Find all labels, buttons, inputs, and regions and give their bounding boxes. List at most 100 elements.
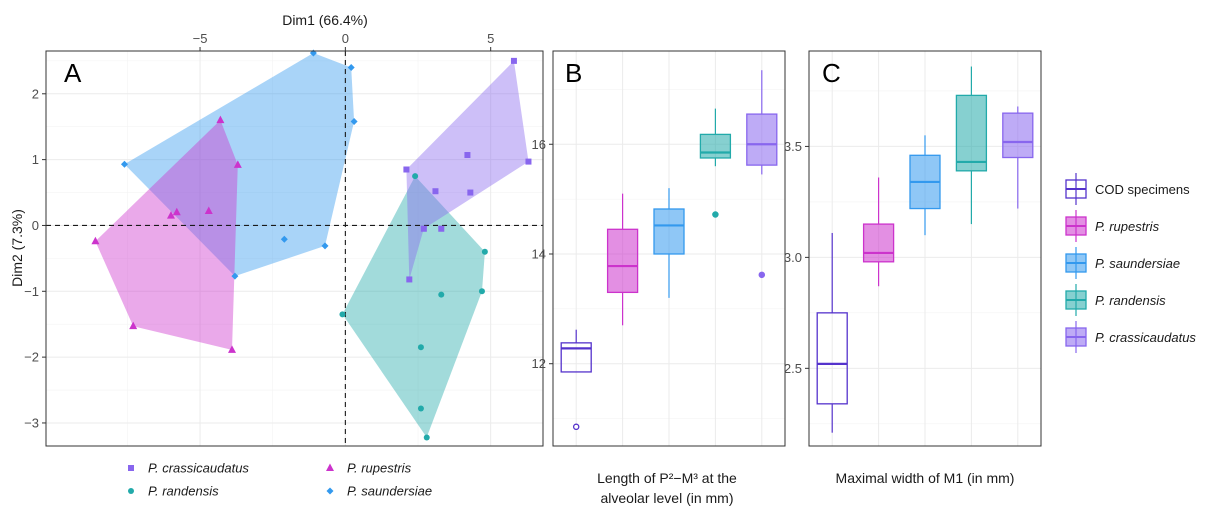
box-body (699, 133, 732, 159)
hull-crassicaudatus (406, 60, 529, 280)
legend-item-randensis: P. randensis (1065, 284, 1166, 316)
panel-a-points (91, 49, 532, 441)
panel-b-boxes (560, 70, 778, 431)
y-tick-label: −1 (24, 284, 39, 299)
hull-rupestris (95, 120, 238, 350)
point-rupestris (216, 115, 225, 124)
panel-a-reference-lines (46, 51, 543, 446)
panel-c-letter: C (822, 58, 841, 88)
point-saundersiae (347, 63, 355, 71)
point-randensis (438, 291, 445, 298)
panel-a-y-ticks: 2 1 0 −1 −2 −3 (24, 86, 46, 430)
point-rupestris (172, 207, 181, 216)
panel-c-boxes (816, 66, 1034, 433)
point-rupestris (204, 206, 213, 214)
panel-a: Dim1 (66.4%) −5 0 5 210−1−2−3 Dim2 (7.3%) … (9, 12, 544, 499)
y-tick-label: −3 (24, 415, 39, 430)
point-rupestris (166, 211, 175, 219)
point-rupestris (91, 236, 100, 245)
y-tick-label: 2.5 (784, 361, 802, 376)
x-tick-label: 0 (342, 31, 349, 46)
point-crassicaudatus (464, 152, 471, 159)
y-tick-label: 16 (532, 137, 546, 152)
box-body (606, 228, 639, 294)
panel-a-grid (46, 51, 543, 446)
box-randensis (955, 66, 988, 225)
outlier-point (758, 271, 766, 279)
box-randensis (699, 108, 732, 218)
point-randensis (423, 434, 430, 441)
x-tick-label: 5 (487, 31, 494, 46)
outlier-point (712, 211, 719, 218)
point-crassicaudatus (403, 166, 410, 173)
panel-c-border (808, 50, 1042, 447)
box-saundersiae (909, 135, 941, 236)
box-cod (816, 232, 848, 433)
point-rupestris (129, 321, 138, 330)
panel-b-y-ticks: 12 14 16 (532, 137, 553, 371)
legend-item-saundersiae: P. saundersiae (1065, 247, 1180, 279)
box-rupestris (862, 177, 895, 287)
panel-a-border (45, 50, 544, 447)
panel-c: 2.5 3.0 3.5 C Maximal width of M1 (in mm) (784, 50, 1042, 486)
box-body (560, 342, 592, 373)
panel-b-letter: B (565, 58, 582, 88)
point-saundersiae (280, 235, 288, 243)
legend-label-cod: COD specimens (1095, 182, 1190, 197)
legend-label-rupestris: P. rupestris (347, 461, 412, 476)
y-tick-label: −2 (24, 350, 39, 365)
hull-randensis (342, 176, 485, 438)
panel-a-legend: P. crassicaudatus P. rupestris P. randensi… (128, 461, 432, 499)
panel-c-xlabel: Maximal width of M1 (in mm) (836, 470, 1015, 486)
panel-a-letter: A (64, 58, 82, 88)
legend-label-saundersiae: P. saundersiae (1095, 256, 1180, 271)
outlier-point (572, 423, 580, 431)
box-body (955, 94, 988, 172)
point-saundersiae (321, 242, 329, 250)
y-tick-label: 12 (532, 356, 546, 371)
point-crassicaudatus (432, 188, 439, 195)
point-randensis (417, 405, 424, 412)
box-body (816, 312, 848, 405)
point-saundersiae (120, 160, 128, 168)
point-crassicaudatus (525, 158, 532, 165)
legend-item-rupestris: P. rupestris (1065, 210, 1160, 242)
point-randensis (339, 311, 346, 318)
point-crassicaudatus (420, 225, 427, 232)
y-tick-label: 2 (32, 86, 39, 101)
panel-b-border (552, 50, 786, 447)
box-rupestris (606, 193, 639, 326)
y-tick-label: 3.5 (784, 139, 802, 154)
point-crassicaudatus (438, 225, 445, 232)
legend-key-randensis (128, 488, 134, 494)
box-body (746, 113, 778, 166)
point-randensis (478, 288, 485, 295)
legend-key-rupestris (326, 463, 334, 471)
box-legend: COD specimens P. rupestris P. saundersiae P… (1065, 173, 1196, 353)
legend-label-randensis: P. randensis (148, 484, 219, 499)
box-body (1002, 112, 1034, 159)
y-tick-label: 1 (32, 152, 39, 167)
point-saundersiae (231, 272, 239, 280)
point-crassicaudatus (510, 57, 517, 64)
box-saundersiae (653, 188, 685, 298)
point-crassicaudatus (467, 189, 474, 196)
box-crassicaudatus (1002, 106, 1034, 209)
legend-item-crassicaudatus: P. crassicaudatus (1065, 321, 1196, 353)
panel-a-ylabel: Dim2 (7.3%) (9, 209, 25, 287)
box-body (653, 208, 685, 255)
y-tick-label: 3.0 (784, 250, 802, 265)
panel-b-xlabel-line1: Length of P²−M³ at the (597, 470, 737, 486)
legend-label-randensis: P. randensis (1095, 293, 1166, 308)
panel-a-background (46, 51, 543, 446)
panel-b-xlabel-line2: alveolar level (in mm) (600, 490, 733, 506)
x-tick-label: −5 (193, 31, 208, 46)
point-randensis (412, 173, 419, 180)
box-crassicaudatus (746, 70, 778, 279)
panel-a-top-ticks: −5 0 5 (193, 31, 494, 51)
legend-label-crassicaudatus: P. crassicaudatus (148, 461, 249, 476)
legend-label-saundersiae: P. saundersiae (347, 484, 432, 499)
panel-a-xlabel: Dim1 (66.4%) (282, 12, 368, 28)
point-crassicaudatus (406, 276, 413, 283)
